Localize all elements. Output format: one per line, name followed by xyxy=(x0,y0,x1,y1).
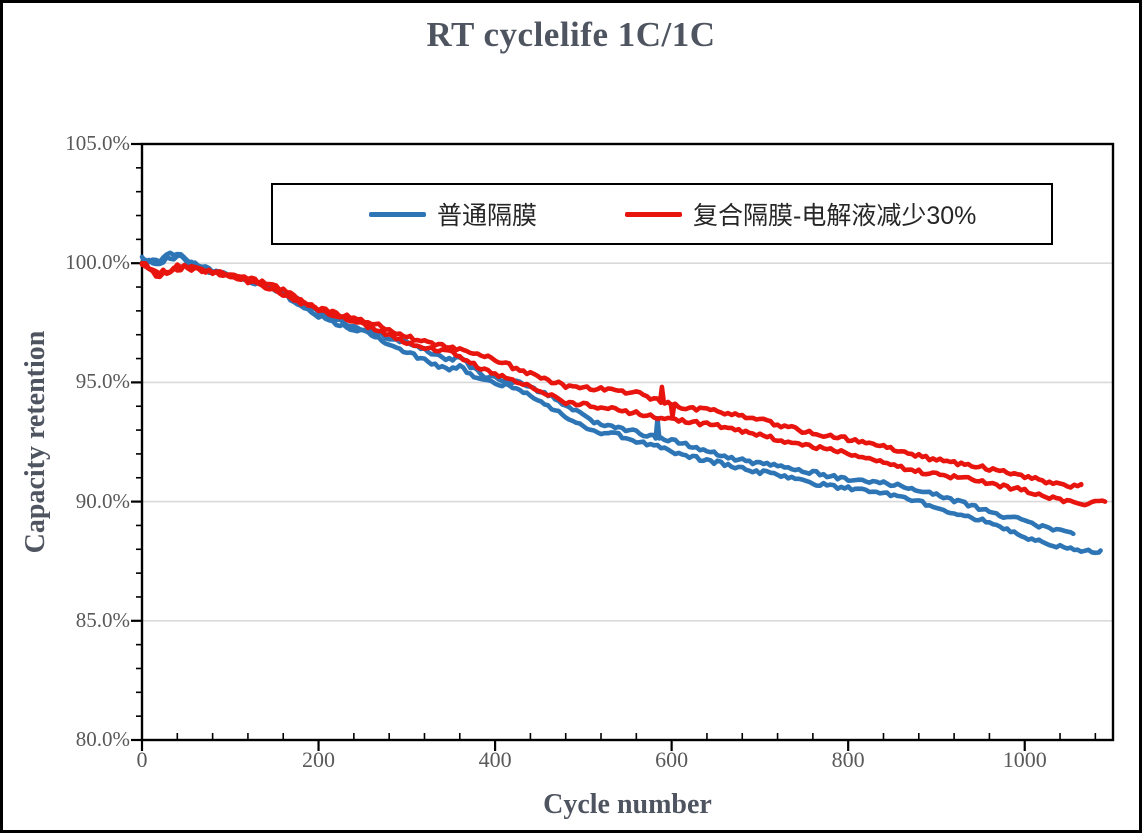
x-tick-label: 1000 xyxy=(1002,747,1047,772)
legend-label: 复合隔膜-电解液减少30% xyxy=(693,202,977,230)
plot-area xyxy=(131,142,1115,751)
legend-line-red xyxy=(625,211,682,217)
y-axis-title: Capacity retention xyxy=(20,330,51,554)
series-0-trace-1 xyxy=(139,253,1103,556)
x-axis-title: Cycle number xyxy=(543,789,712,820)
y-tick-label: 80.0% xyxy=(75,727,130,751)
x-tick-label: 400 xyxy=(478,747,512,772)
legend-item-ordinary-separator: 普通隔膜 xyxy=(369,185,537,243)
series-1-trace-1 xyxy=(139,262,1108,508)
legend: 普通隔膜 复合隔膜-电解液减少30% xyxy=(271,183,1053,245)
legend-label: 普通隔膜 xyxy=(437,202,538,230)
x-tick-label: 0 xyxy=(136,747,148,772)
x-tick-label: 600 xyxy=(655,747,689,772)
y-tick-label: 105.0% xyxy=(65,131,130,155)
legend-line-blue xyxy=(369,211,426,217)
y-tick-label: 100.0% xyxy=(65,250,130,275)
x-tick-label: 800 xyxy=(831,747,865,772)
legend-item-composite-separator: 复合隔膜-电解液减少30% xyxy=(625,185,976,243)
y-tick-label: 90.0% xyxy=(75,488,130,513)
y-tick-label: 85.0% xyxy=(75,607,130,632)
x-tick-label: 200 xyxy=(302,747,336,772)
chart-title: RT cyclelife 1C/1C xyxy=(426,15,716,54)
y-tick-label: 95.0% xyxy=(75,369,130,394)
plot-frame xyxy=(140,142,1115,742)
